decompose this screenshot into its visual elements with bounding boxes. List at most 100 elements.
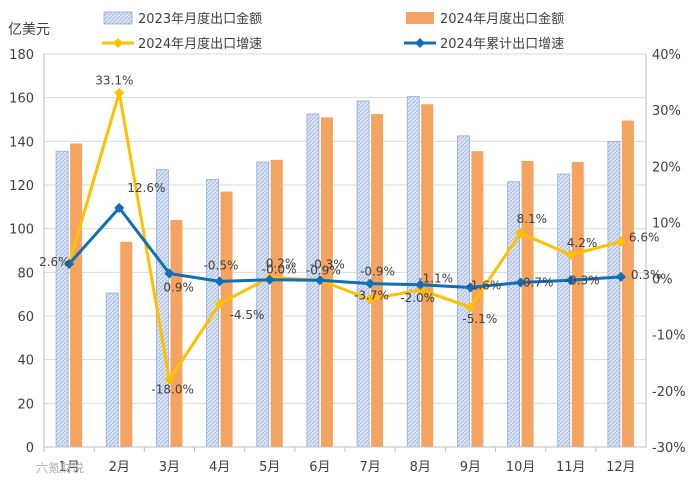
x-tick-label: 7月 <box>359 460 380 475</box>
monthly-growth-point <box>114 87 125 98</box>
legend-label: 2024年月度出口增速 <box>138 36 262 52</box>
cumulative-growth-data-label: -0.9% <box>360 265 395 279</box>
y-left-tick-label: 120 <box>9 179 34 194</box>
monthly-growth-point <box>214 298 225 309</box>
y-right-tick-label: 0% <box>652 273 673 288</box>
bar-2024 <box>70 143 83 447</box>
x-tick-label: 8月 <box>410 460 431 475</box>
cumulative-growth-point <box>515 277 526 288</box>
x-tick-label: 5月 <box>259 460 280 475</box>
cumulative-growth-point <box>164 268 175 279</box>
gridlines <box>44 53 646 448</box>
cumulative-growth-point <box>114 202 125 213</box>
monthly-growth-point <box>565 249 576 260</box>
cumulative-growth-line <box>67 206 622 290</box>
bar-2024 <box>270 159 283 447</box>
bar-2023 <box>55 150 69 448</box>
x-tick-label: 2月 <box>109 460 130 475</box>
cumulative-growth-point <box>565 275 576 286</box>
y-right-tick-label: -10% <box>652 329 686 344</box>
monthly-growth-data-label: 0.2% <box>266 256 297 270</box>
x-tick-label: 9月 <box>460 460 481 475</box>
y-right-tick-label: 40% <box>652 48 681 63</box>
monthly-growth-data-label: 8.1% <box>517 212 548 226</box>
cumulative-growth-data-label: 12.6% <box>127 181 165 195</box>
y-right-tick-label: 20% <box>652 160 681 175</box>
legend: 2023年月度出口金额 2024年月度出口金额 2024年月度出口增速 2024年累计… <box>102 11 564 52</box>
data-labels: 2.6%33.1%-18.0%-4.5%0.2% -0.9%-3.7% -2.0%-… <box>39 74 661 397</box>
bar-2023 <box>256 161 270 448</box>
x-tick-label: 4月 <box>209 460 230 475</box>
series-lines <box>64 87 626 385</box>
bar-2024 <box>421 104 434 447</box>
cumulative-growth-point <box>415 279 426 290</box>
monthly-growth-data-label: 4.2% <box>567 236 598 250</box>
y-left-tick-label: 60 <box>17 310 34 325</box>
monthly-growth-line <box>67 91 622 382</box>
bar-2024 <box>170 219 183 447</box>
cumulative-growth-data-label: -1.1% <box>418 272 453 286</box>
monthly-growth-point <box>164 374 175 385</box>
legend-swatch <box>103 11 133 25</box>
monthly-growth-point <box>515 228 526 239</box>
monthly-growth-data-label: 6.6% <box>629 231 660 245</box>
y-right-tick-label: -30% <box>652 441 686 456</box>
bar-2024 <box>621 120 634 447</box>
y-right-tick-label: 30% <box>652 104 681 119</box>
y-left-tick-label: 40 <box>17 354 34 369</box>
y-right-tick-label: -20% <box>652 385 686 400</box>
legend-label: 2024年累计出口增速 <box>440 37 564 52</box>
y-left-tick-label: 20 <box>17 397 34 412</box>
cumulative-growth-data-label: -0.5% <box>204 258 239 272</box>
bar-2024 <box>120 241 133 447</box>
monthly-growth-point <box>415 284 426 295</box>
cumulative-growth-point <box>64 258 75 269</box>
monthly-growth-point <box>465 302 476 313</box>
watermark-text: 六氪财说 <box>36 460 84 475</box>
monthly-growth-data-label: -4.5% <box>230 308 265 322</box>
cumulative-growth-point <box>264 274 275 285</box>
monthly-growth-point <box>365 294 376 305</box>
x-tick-label: 1月 <box>58 460 79 475</box>
bar-2023 <box>105 292 119 448</box>
cumulative-growth-data-label: -1.6% <box>466 279 501 293</box>
x-tick-label: 12月 <box>606 460 636 475</box>
monthly-growth-data-label: -0.9% <box>306 263 341 277</box>
y-left-tick-label: 180 <box>9 48 34 63</box>
y-left-tick-label: 100 <box>9 223 34 238</box>
monthly-growth-data-label: -5.1% <box>462 312 497 326</box>
axes: 0 20 40 60 80 100 120 140 160 180 40% 30% 20% 10% 0% -1… <box>9 48 685 475</box>
cumulative-growth-point <box>214 276 225 287</box>
bars <box>55 96 634 448</box>
legend-marker <box>415 38 425 48</box>
bar-2023 <box>607 140 621 448</box>
cumulative-growth-point <box>314 275 325 286</box>
y-right-tick-label: 10% <box>652 216 681 231</box>
legend-swatch <box>406 12 434 24</box>
y-left-tick-label: 160 <box>9 92 34 107</box>
bar-2024 <box>220 191 233 447</box>
legend-label: 2024年月度出口金额 <box>440 11 564 27</box>
monthly-growth-data-label: 33.1% <box>95 74 133 88</box>
cumulative-growth-data-label: -0.7% <box>519 276 554 290</box>
bar-2023 <box>557 173 571 448</box>
cumulative-growth-point <box>615 271 626 282</box>
cumulative-growth-data-label: -0.3% <box>565 273 600 287</box>
x-tick-label: 3月 <box>159 460 180 475</box>
x-tick-label: 10月 <box>506 460 536 475</box>
monthly-growth-data-label: 2.6% <box>39 255 69 269</box>
bar-2024 <box>571 162 584 447</box>
monthly-growth-data-label: -18.0% <box>151 383 193 397</box>
bar-2024 <box>371 114 384 448</box>
monthly-growth-point <box>615 236 626 247</box>
cumulative-growth-data-label: 0.9% <box>163 281 194 295</box>
monthly-growth-data-label: -3.7% <box>354 288 389 302</box>
legend-label: 2023年月度出口金额 <box>138 11 262 27</box>
bar-2024 <box>521 160 534 447</box>
cumulative-growth-point <box>465 282 476 293</box>
y-left-tick-label: 140 <box>9 135 34 150</box>
x-tick-label: 11月 <box>556 460 586 475</box>
monthly-growth-data-label: -2.0% <box>400 291 435 305</box>
y-left-unit-label: 亿美元 <box>8 22 50 38</box>
